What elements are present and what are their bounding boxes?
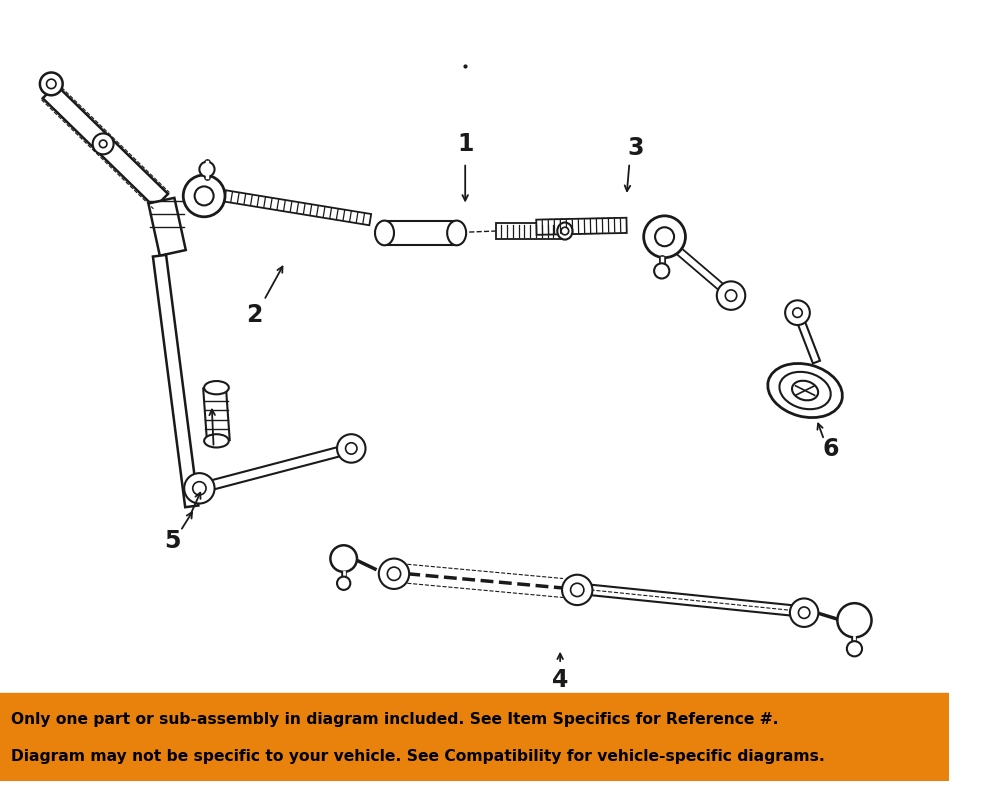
Circle shape — [798, 607, 810, 618]
Circle shape — [337, 434, 366, 463]
Polygon shape — [536, 218, 627, 235]
Circle shape — [644, 215, 685, 258]
Text: 2: 2 — [246, 303, 263, 327]
Circle shape — [93, 134, 114, 155]
Polygon shape — [148, 198, 186, 256]
Circle shape — [330, 545, 357, 572]
Text: 5: 5 — [165, 529, 181, 553]
Circle shape — [562, 574, 592, 605]
Circle shape — [195, 187, 214, 205]
Circle shape — [655, 227, 674, 246]
Polygon shape — [203, 387, 230, 441]
Circle shape — [193, 481, 206, 495]
Text: 4: 4 — [552, 668, 568, 692]
Text: 3: 3 — [628, 136, 644, 160]
Circle shape — [199, 162, 215, 177]
Circle shape — [337, 577, 350, 590]
Circle shape — [379, 558, 409, 589]
Ellipse shape — [447, 220, 466, 245]
Polygon shape — [198, 444, 352, 493]
Circle shape — [785, 300, 810, 325]
Polygon shape — [385, 220, 457, 245]
Text: 1: 1 — [457, 131, 473, 155]
Ellipse shape — [375, 220, 394, 245]
Polygon shape — [153, 255, 198, 507]
Text: 6: 6 — [822, 437, 839, 461]
Polygon shape — [794, 312, 820, 364]
Ellipse shape — [792, 380, 818, 400]
Circle shape — [654, 264, 669, 279]
Text: Diagram may not be specific to your vehicle. See Compatibility for vehicle-speci: Diagram may not be specific to your vehi… — [11, 749, 825, 764]
Circle shape — [717, 281, 745, 310]
Ellipse shape — [204, 434, 229, 448]
Ellipse shape — [557, 223, 572, 239]
Circle shape — [561, 227, 569, 235]
Circle shape — [40, 72, 63, 95]
Circle shape — [725, 290, 737, 301]
Ellipse shape — [779, 372, 831, 409]
Polygon shape — [43, 85, 168, 207]
Circle shape — [184, 473, 215, 504]
Circle shape — [847, 641, 862, 656]
Ellipse shape — [768, 364, 842, 417]
Ellipse shape — [204, 381, 229, 394]
Circle shape — [183, 175, 225, 217]
Circle shape — [837, 603, 872, 638]
Circle shape — [790, 598, 818, 627]
Polygon shape — [224, 191, 371, 225]
Bar — [0, 694, 949, 781]
Polygon shape — [590, 585, 796, 616]
Circle shape — [346, 443, 357, 454]
Circle shape — [571, 583, 584, 597]
Circle shape — [47, 79, 56, 89]
Circle shape — [387, 567, 401, 581]
Polygon shape — [676, 248, 733, 299]
Circle shape — [99, 140, 107, 147]
Text: Only one part or sub-assembly in diagram included. See Item Specifics for Refere: Only one part or sub-assembly in diagram… — [11, 712, 779, 727]
Polygon shape — [496, 223, 565, 239]
Circle shape — [793, 308, 802, 317]
